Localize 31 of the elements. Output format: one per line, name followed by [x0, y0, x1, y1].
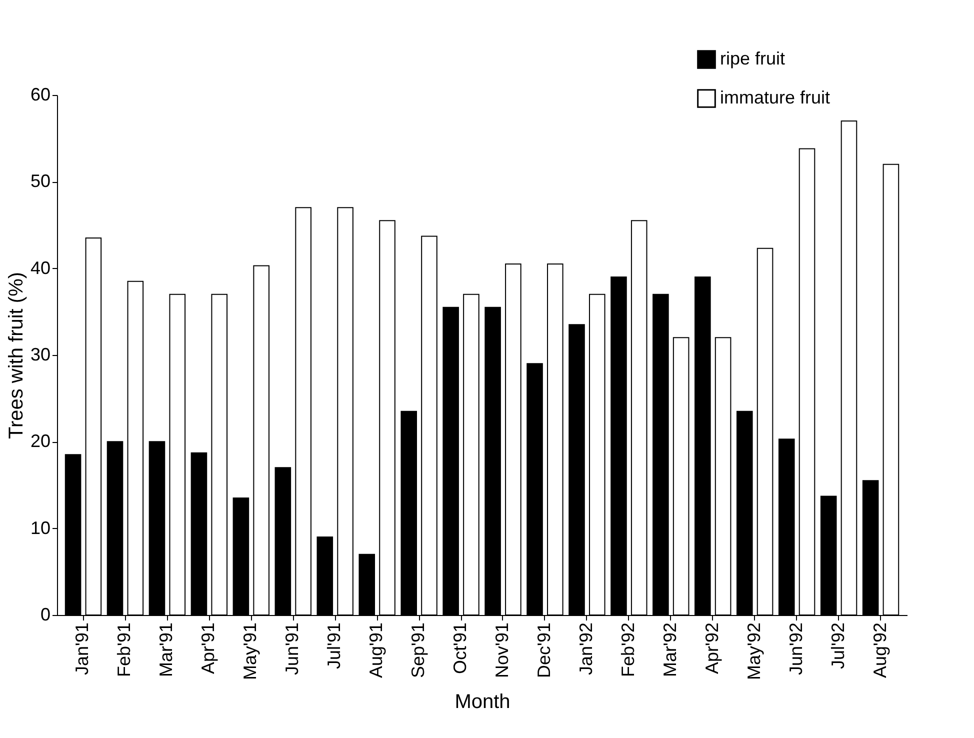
y-tick-label: 40	[30, 258, 50, 278]
x-tick-label: Feb'92	[618, 622, 638, 677]
x-tick-label: Sep'91	[408, 622, 428, 678]
x-tick-label: May'91	[240, 622, 260, 680]
y-tick-label: 10	[30, 518, 50, 538]
x-tick-label: Jun'92	[786, 622, 806, 675]
x-tick-label: Aug'91	[366, 622, 386, 678]
x-axis-title: Month	[454, 690, 510, 713]
x-tick-label: Jul'91	[324, 622, 344, 669]
y-tick-label: 0	[40, 604, 50, 624]
x-tick-label: Nov'91	[492, 622, 512, 678]
x-tick-label: Jan'91	[72, 622, 92, 675]
y-tick-label: 60	[30, 84, 50, 104]
x-tick-label: Dec'91	[534, 622, 554, 678]
legend-label: immature fruit	[720, 88, 830, 108]
y-tick-label: 30	[30, 344, 50, 364]
x-tick-label: Oct'91	[450, 622, 470, 674]
x-tick-label: Feb'91	[114, 622, 134, 677]
legend-label: ripe fruit	[720, 48, 786, 68]
y-tick-label: 50	[30, 171, 50, 192]
y-tick-label: 20	[30, 431, 50, 452]
x-tick-label: Jan'92	[576, 622, 596, 675]
x-tick-label: May'92	[744, 622, 764, 680]
x-tick-label: Mar'91	[156, 622, 176, 677]
x-tick-label: Mar'92	[660, 622, 680, 677]
x-tick-label: Jul'92	[828, 622, 848, 669]
y-axis-title: Trees with fruit (%)	[5, 272, 28, 440]
x-tick-label: Aug'92	[870, 622, 890, 678]
x-tick-label: Apr'92	[702, 622, 722, 674]
x-tick-label: Apr'91	[198, 622, 218, 674]
x-tick-label: Jun'91	[282, 622, 302, 675]
